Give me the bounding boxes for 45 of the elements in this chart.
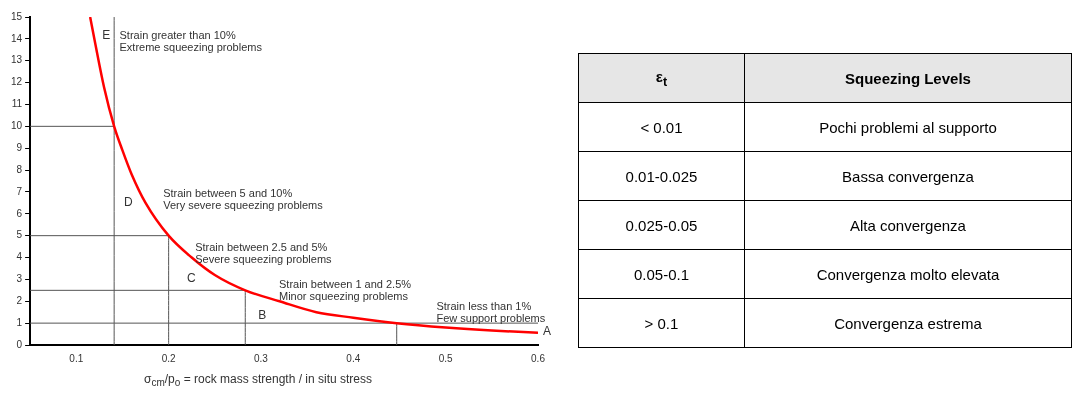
text: Pochi problemi al supporto [744, 102, 1072, 152]
y-tick-label: 15 [11, 10, 23, 22]
annotation: Strain between 5 and 10% Very severe squeezing problems [163, 186, 324, 211]
y-tick-label: 9 [16, 141, 23, 153]
y-tick-label: 3 [16, 273, 23, 285]
y-tick-label: 0 [16, 338, 23, 350]
x-tick-label: 0.1 [69, 352, 84, 364]
y-tick-label: 13 [11, 54, 23, 66]
y-tick-label: 1 [16, 316, 23, 328]
y-tick-label: 11 [11, 98, 23, 110]
y-tick-label: 12 [11, 76, 23, 88]
text: 0.01-0.025 [578, 151, 745, 201]
text: ε$_{t}$ [578, 53, 745, 103]
text: < 0.01 [578, 102, 745, 152]
y-tick-label: 8 [16, 163, 23, 175]
text: > 0.1 [578, 298, 745, 348]
y-tick-label: 10 [11, 120, 23, 132]
x-tick-label: 0.5 [438, 352, 454, 364]
y-tick-label: 14 [11, 32, 23, 44]
x-tick-label: 0.2 [161, 352, 177, 364]
x-tick-label: 0.3 [254, 352, 269, 364]
x-tick-label: 0.4 [346, 352, 361, 364]
text: A [543, 323, 552, 338]
x-axis-title: σ$_{cm}$/p$_{o}$ = rock mass strength / in situ stress [142, 372, 374, 389]
y-tick-label: 4 [16, 251, 23, 263]
annotation: E [102, 28, 111, 43]
text: Squeezing Levels [744, 53, 1072, 103]
annotation: Strain greater than 10% Extreme squeezing problems [119, 28, 263, 53]
annotation: D [124, 194, 134, 209]
annotation: Strain between 2.5 and 5% Severe squeezing problems [195, 240, 333, 265]
annotation: Strain between 1 and 2.5% Minor squeezing problems [278, 277, 412, 302]
y-tick-label: 6 [16, 207, 23, 219]
text: 0.025-0.05 [578, 200, 745, 250]
x-tick-label: 0.6 [531, 352, 546, 364]
annotation: Strain less than 1% Few support problems [436, 299, 546, 324]
y-tick-label: 5 [16, 229, 23, 241]
text: Bassa convergenza [744, 151, 1072, 201]
y-tick-label: 7 [16, 185, 23, 197]
text: Alta convergenza [744, 200, 1072, 250]
annotation: C [187, 271, 197, 286]
text: Convergenza estrema [744, 298, 1072, 348]
text: Convergenza molto elevata [744, 249, 1072, 299]
y-tick-label: 2 [16, 295, 23, 307]
annotation: B [258, 308, 267, 323]
text: 0.05-0.1 [578, 249, 745, 299]
